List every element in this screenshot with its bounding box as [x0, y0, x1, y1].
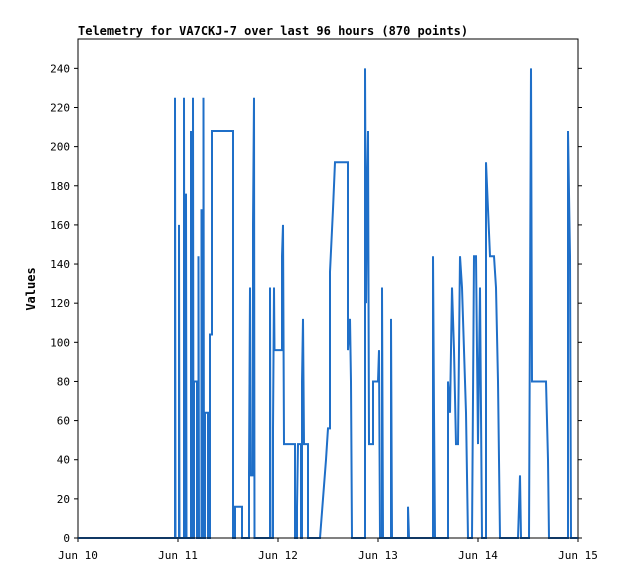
x-tick-label: Jun 11 [158, 549, 198, 562]
plot-area [77, 38, 579, 539]
y-tick-label: 140 [50, 258, 70, 271]
chart-title: Telemetry for VA7CKJ-7 over last 96 hour… [78, 24, 468, 38]
y-tick-label: 0 [63, 532, 70, 545]
y-tick-label: 180 [50, 180, 70, 193]
x-tick-label: Jun 12 [258, 549, 298, 562]
y-tick-label: 200 [50, 141, 70, 154]
x-tick-label: Jun 15 [558, 549, 598, 562]
y-tick-label: 160 [50, 219, 70, 232]
x-tick-label: Jun 10 [58, 549, 98, 562]
y-tick-label: 100 [50, 336, 70, 349]
y-tick-label: 80 [57, 375, 70, 388]
y-tick-label: 20 [57, 493, 70, 506]
x-tick-label: Jun 14 [458, 549, 498, 562]
y-axis: 0 20 40 60 80 100 120 140 160 180 200 220 240 [50, 62, 582, 545]
x-tick-label: Jun 13 [358, 549, 398, 562]
y-tick-label: 40 [57, 454, 70, 467]
x-axis: Jun 10 Jun 11 Jun 12 Jun 13 Jun 14 Jun 15 [58, 538, 598, 562]
series-group [78, 68, 578, 539]
plot-frame [77, 38, 579, 539]
y-tick-label: 120 [50, 297, 70, 310]
series-line [78, 68, 578, 539]
y-tick-label: 240 [50, 62, 70, 75]
y-tick-label: 60 [57, 415, 70, 428]
y-tick-label: 220 [50, 101, 70, 114]
y-axis-label: Values [24, 267, 38, 310]
